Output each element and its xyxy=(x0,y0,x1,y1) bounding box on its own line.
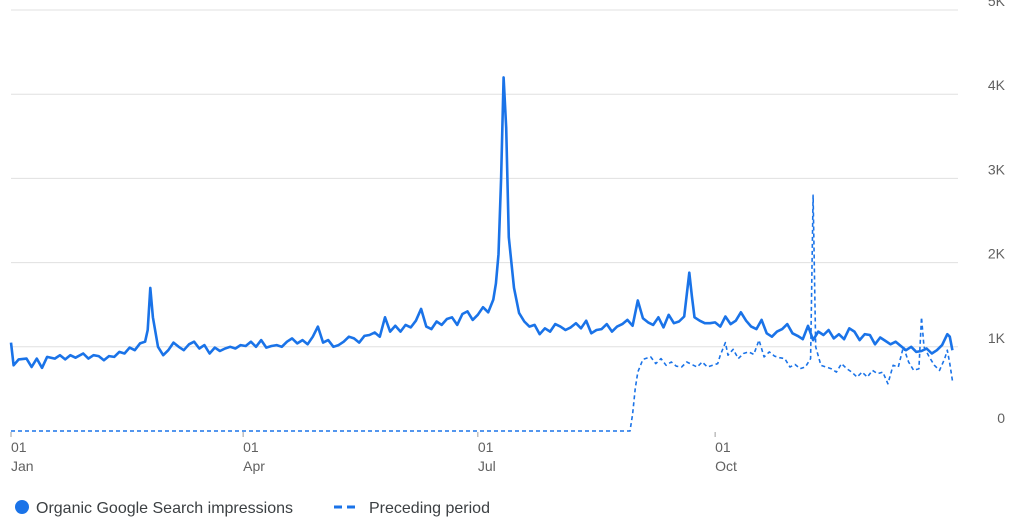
x-tick-month-label: Jul xyxy=(478,458,496,474)
legend-label-impressions: Organic Google Search impressions xyxy=(36,500,293,517)
gridlines xyxy=(11,9,958,348)
x-tick-day-label: 01 xyxy=(243,439,259,455)
y-tick-label: 2K xyxy=(988,246,1006,262)
x-tick-day-label: 01 xyxy=(715,439,731,455)
y-tick-label: 4K xyxy=(988,77,1006,93)
x-tick-month-label: Jan xyxy=(11,458,34,474)
y-axis-ticks: 0 1K 2K 3K 4K 5K xyxy=(988,0,1006,426)
x-tick-month-label: Oct xyxy=(715,458,737,474)
legend-item-preceding[interactable]: Preceding period xyxy=(334,500,490,517)
legend-label-preceding: Preceding period xyxy=(369,500,490,517)
series-line-preceding-period xyxy=(11,194,954,432)
y-tick-label: 3K xyxy=(988,161,1006,177)
x-tick-day-label: 01 xyxy=(478,439,494,455)
legend-circle-marker xyxy=(15,500,29,514)
legend: Organic Google Search impressions Preced… xyxy=(15,500,490,517)
legend-item-impressions[interactable]: Organic Google Search impressions xyxy=(15,500,293,517)
y-tick-label: 1K xyxy=(988,330,1006,346)
x-axis-ticks: 01 Jan 01 Apr 01 Jul 01 Oct xyxy=(10,432,737,474)
x-tick-month-label: Apr xyxy=(243,458,265,474)
x-tick-day-label: 01 xyxy=(11,439,27,455)
y-tick-label: 0 xyxy=(997,410,1005,426)
series-line-impressions xyxy=(9,76,954,370)
y-tick-label: 5K xyxy=(988,0,1006,9)
series-lines xyxy=(9,76,954,432)
